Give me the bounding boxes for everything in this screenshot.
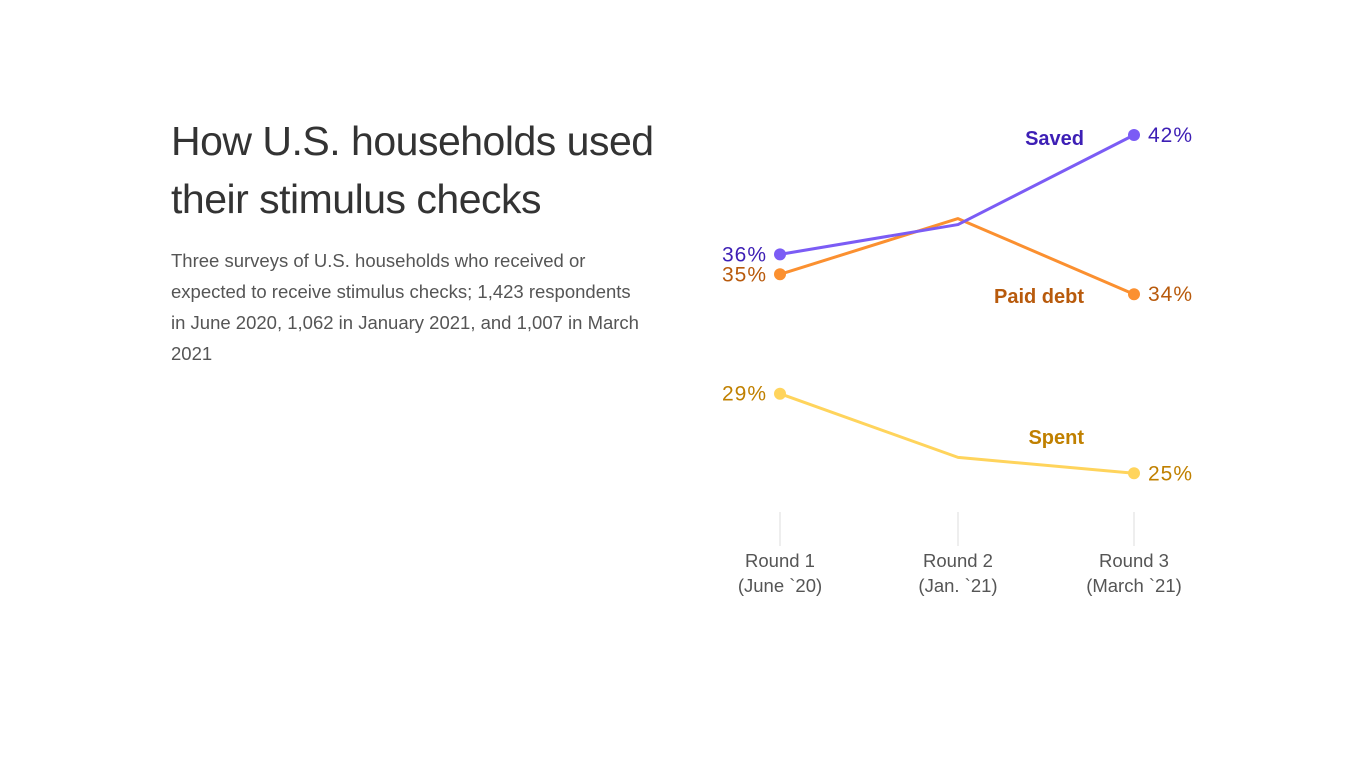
x-tick-label: (March `21) [1086, 575, 1182, 596]
series-label: Spent [1028, 427, 1084, 449]
data-point [1128, 467, 1140, 480]
x-tick-label: (June `20) [738, 575, 822, 596]
data-label: 36% [722, 243, 767, 266]
data-point [1128, 288, 1140, 301]
series-line-paid-debt [779, 217, 1135, 296]
data-label: 35% [722, 263, 767, 286]
data-label: 34% [1148, 283, 1193, 306]
series-line-spent [779, 392, 1135, 475]
series-label: Paid debt [994, 286, 1084, 308]
chart-subtitle: Three surveys of U.S. households who rec… [171, 250, 639, 364]
x-tick-label: Round 3 [1099, 550, 1169, 571]
series-label: Saved [1025, 128, 1084, 150]
data-point [774, 387, 786, 400]
data-label: 25% [1148, 462, 1193, 485]
data-point [1128, 129, 1140, 141]
x-tick-label: (Jan. `21) [918, 575, 997, 596]
data-label: 29% [722, 383, 767, 406]
data-point [774, 268, 786, 281]
x-tick-label: Round 1 [745, 550, 815, 571]
data-point [774, 248, 786, 261]
data-label: 42% [1148, 124, 1193, 147]
x-tick-label: Round 2 [923, 550, 993, 571]
chart-title: How U.S. households used their stimulus … [171, 118, 654, 222]
series-line-saved [779, 133, 1135, 256]
